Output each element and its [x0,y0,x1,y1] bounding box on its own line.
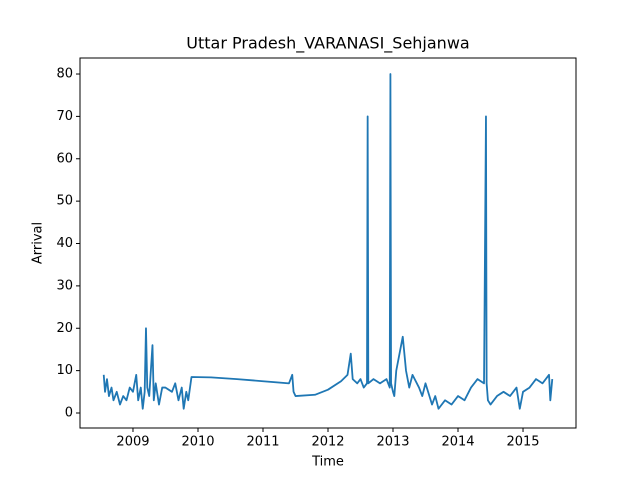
y-tick-label: 10 [56,363,73,378]
x-tick-label: 2012 [311,435,344,450]
y-tick-label: 0 [65,406,73,421]
x-tick-label: 2013 [376,435,409,450]
data-line [102,73,554,410]
x-tick-label: 2015 [506,435,539,450]
x-tick-label: 2011 [246,435,279,450]
y-tick-label: 30 [56,278,73,293]
y-tick-label: 20 [56,321,73,336]
y-tick-label: 40 [56,236,73,251]
x-tick-label: 2014 [441,435,474,450]
x-tick-label: 2009 [116,435,149,450]
y-tick-label: 50 [56,194,73,209]
x-tick-label: 2010 [181,435,214,450]
x-axis-label: Time [311,455,344,470]
y-tick-label: 70 [56,109,73,124]
y-tick-label: 80 [56,67,73,82]
y-axis-label: Arrival [31,222,46,264]
y-tick-label: 60 [56,151,73,166]
plot-frame [79,57,577,429]
chart-title: Uttar Pradesh_VARANASI_Sehjanwa [186,34,469,54]
